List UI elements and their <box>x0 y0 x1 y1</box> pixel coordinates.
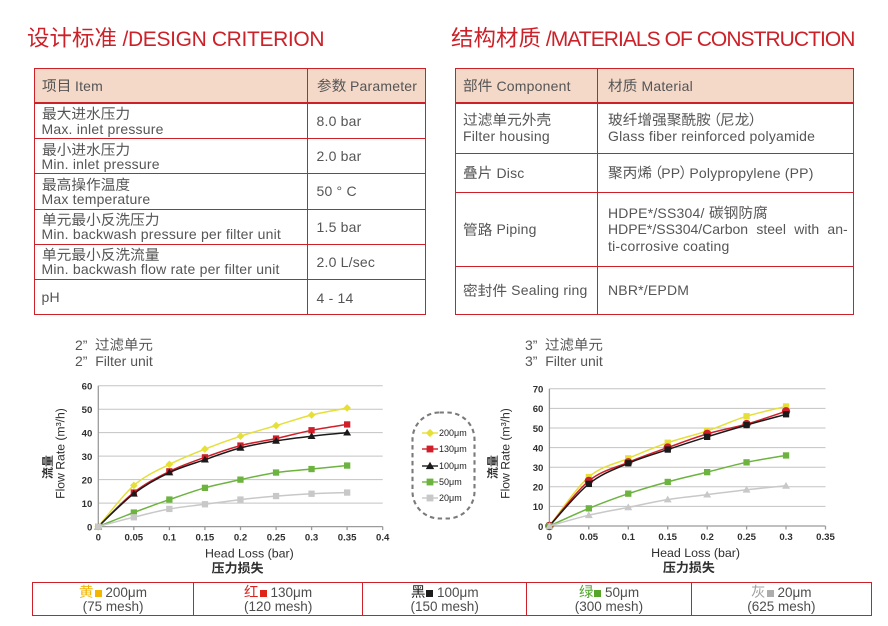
svg-text:0.25: 0.25 <box>267 533 286 544</box>
svg-text:20: 20 <box>82 475 93 486</box>
svg-text:30: 30 <box>533 463 544 474</box>
svg-text:Head Loss (bar): Head Loss (bar) <box>651 546 740 560</box>
svg-text:70: 70 <box>533 385 544 396</box>
svg-text:10: 10 <box>82 499 93 510</box>
svg-text:0.1: 0.1 <box>622 532 636 543</box>
svg-text:0.4: 0.4 <box>376 533 390 544</box>
svg-text:0.2: 0.2 <box>701 532 714 543</box>
svg-text:0.05: 0.05 <box>124 533 143 544</box>
svg-text:0.1: 0.1 <box>163 533 177 544</box>
svg-text:0.3: 0.3 <box>305 533 318 544</box>
svg-text:50: 50 <box>533 424 544 435</box>
svg-text:0.25: 0.25 <box>737 532 756 543</box>
svg-text:0.05: 0.05 <box>579 532 598 543</box>
svg-text:Flow Rate (m³/h): Flow Rate (m³/h) <box>499 408 513 499</box>
svg-text:10: 10 <box>533 502 544 513</box>
svg-text:0.2: 0.2 <box>234 533 247 544</box>
svg-text:Head Loss (bar): Head Loss (bar) <box>205 547 294 561</box>
svg-text:50: 50 <box>82 405 93 416</box>
svg-text:Flow Rate (m³/h): Flow Rate (m³/h) <box>54 408 68 499</box>
svg-text:0: 0 <box>538 522 543 533</box>
svg-text:20: 20 <box>533 483 544 494</box>
svg-text:30: 30 <box>82 452 93 463</box>
svg-text:60: 60 <box>82 382 93 393</box>
svg-text:40: 40 <box>82 428 93 439</box>
svg-text:0.3: 0.3 <box>779 532 792 543</box>
svg-text:60: 60 <box>533 404 544 415</box>
svg-text:0.15: 0.15 <box>196 533 215 544</box>
svg-text:40: 40 <box>533 443 544 454</box>
svg-text:0: 0 <box>96 533 101 544</box>
svg-text:0: 0 <box>547 532 552 543</box>
svg-text:0.35: 0.35 <box>338 533 357 544</box>
svg-text:0.15: 0.15 <box>658 532 677 543</box>
svg-text:0: 0 <box>87 522 92 533</box>
svg-text:0.35: 0.35 <box>816 532 835 543</box>
